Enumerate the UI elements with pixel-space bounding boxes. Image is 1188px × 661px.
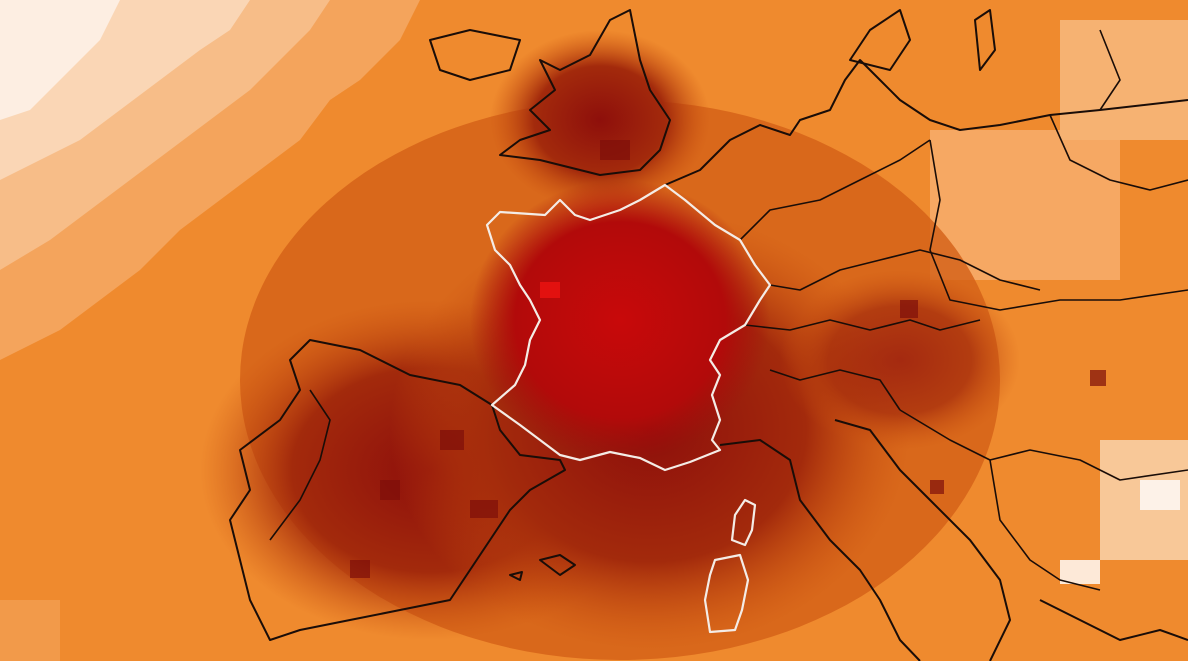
corsica-outline xyxy=(730,498,757,547)
france-outline xyxy=(485,183,772,472)
cool-patch xyxy=(1060,20,1188,140)
hottest-zone xyxy=(470,180,770,460)
coastlines xyxy=(229,9,1188,661)
hottest-cell xyxy=(540,282,560,298)
cool-patch xyxy=(1060,560,1100,584)
cool-patch xyxy=(930,130,1120,280)
cool-band xyxy=(0,0,120,120)
pixel-cells xyxy=(350,140,1106,578)
hot-zone xyxy=(490,30,710,210)
sardinia-outline xyxy=(703,553,750,634)
hot-zone xyxy=(780,270,1020,450)
cool-patch xyxy=(0,600,60,661)
cool-patch xyxy=(1140,480,1180,510)
